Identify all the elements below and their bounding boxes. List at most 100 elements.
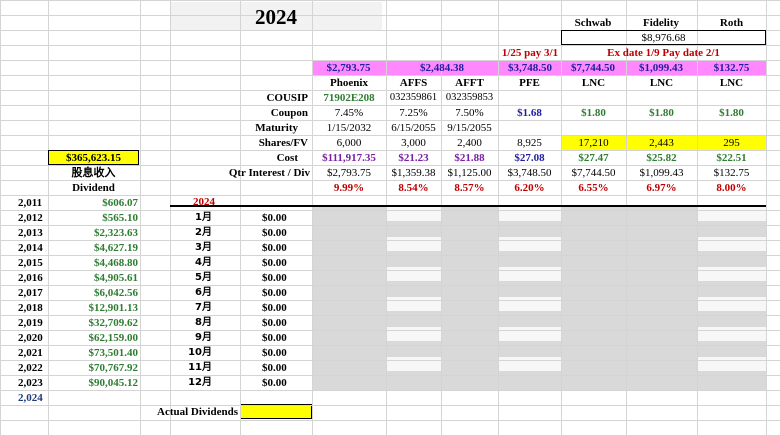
security-cousip [697,91,766,105]
label-qtr: Qtr Interest / Div [228,167,310,179]
history-amount: $6,042.56 [94,287,138,299]
month-label: 1月 [195,212,212,223]
pink-lnc-1: $7,744.50 [571,62,615,74]
account-schwab: Schwab [574,17,612,29]
monthly-gray-area [312,206,766,390]
actual-dividends-yellow-cell[interactable] [240,404,312,419]
security-shares: 3,000 [401,137,426,149]
account-total-box [561,30,766,45]
month-label: 10月 [188,347,212,358]
security-cost: $27.08 [514,152,545,164]
history-year: 2,020 [18,332,43,344]
history-year: 2,012 [18,212,43,224]
history-year: 2,023 [18,377,43,389]
security-cost: $21.23 [398,152,429,164]
history-amount: $565.10 [102,212,138,224]
label-cousip: COUSIP [266,92,308,104]
history-year: 2,018 [18,302,43,314]
history-year: 2,016 [18,272,43,284]
security-maturity: 1/15/2032 [326,122,372,134]
security-shares: 6,000 [336,137,362,149]
security-cousip: 71902E208 [323,92,375,104]
security-name: LNC [719,77,744,89]
label-cost: Cost [276,152,298,164]
month-amount: $0.00 [262,272,287,284]
year-title: 2024 [255,5,297,29]
month-label: 12月 [188,377,212,388]
month-label: 3月 [195,242,212,253]
security-name: Phoenix [330,77,368,89]
history-year: 2,015 [18,257,43,269]
security-name: AFFT [455,77,484,89]
security-cost: $27.47 [578,152,609,164]
account-fidelity: Fidelity [642,17,680,29]
history-amount: $12,901.13 [88,302,139,314]
pay-note-1: 1/25 pay 3/1 [501,47,559,59]
security-qtr: $1,125.00 [447,167,492,179]
security-shares: 295 [723,137,740,149]
month-label: 9月 [195,332,212,343]
security-yield: 9.99% [333,182,365,194]
month-amount: $0.00 [262,332,287,344]
history-year: 2,013 [18,227,43,239]
month-label: 4月 [195,257,212,268]
dividend-total-box [48,150,139,165]
history-amount: $73,501.40 [88,347,139,359]
dividend-total: $365,623.15 [66,152,121,164]
month-amount: $0.00 [262,257,287,269]
month-amount: $0.00 [262,317,287,329]
security-maturity: 6/15/2055 [391,122,436,134]
month-amount: $0.00 [262,227,287,239]
security-qtr: $2,793.75 [327,167,371,179]
security-qtr: $7,744.50 [571,167,616,179]
month-table-year: 2024 [193,196,215,208]
security-maturity [561,121,626,135]
security-yield: 6.20% [514,182,545,194]
security-cost: $22.51 [716,152,747,164]
title-band [170,2,382,30]
security-coupon: 7.25% [399,107,428,119]
history-year: 2,022 [18,362,43,374]
security-qtr: $1,099.43 [639,167,684,179]
security-cost: $111,917.35 [322,152,376,164]
yellow-shares-fill [561,135,766,150]
dividend-label: Dividend [72,182,115,194]
security-cousip [626,91,697,105]
pay-note-2: Ex date 1/9 Pay date 2/1 [607,47,720,59]
month-label: 2月 [195,227,212,238]
pink-lnc-2: $1,099.43 [639,62,683,74]
history-amount: $70,767.92 [88,362,139,374]
security-yield: 6.97% [646,182,677,194]
history-amount: $32,709.62 [88,317,139,329]
pink-band [312,60,766,75]
pink-phoenix: $2,793.75 [326,62,371,74]
history-year: 2,024 [18,392,43,404]
security-coupon: $1.80 [719,107,744,119]
security-cousip [498,91,561,105]
month-label: 7月 [195,302,212,313]
security-cousip: 032359861 [389,92,438,103]
label-coupon: Coupon [270,107,308,119]
label-maturity: Maturity [255,122,298,134]
security-maturity: 9/15/2055 [447,122,492,134]
month-amount: $0.00 [262,377,287,389]
security-maturity [498,121,561,135]
month-amount: $0.00 [262,302,287,314]
security-shares: 2,400 [457,137,482,149]
security-name: LNC [581,77,606,89]
security-name: LNC [649,77,674,89]
security-shares: 17,210 [578,137,609,149]
security-shares: 8,925 [517,137,542,149]
security-maturity [626,121,697,135]
security-name: AFFS [399,77,428,89]
account-total: $8,976.68 [641,32,686,44]
history-year: 2,014 [18,242,43,254]
security-yield: 6.55% [578,182,609,194]
security-maturity [697,121,766,135]
security-coupon: $1.80 [581,107,606,119]
history-amount: $90,045.12 [88,377,139,389]
month-label: 11月 [188,362,212,373]
month-amount: $0.00 [262,362,287,374]
security-yield: 8.54% [398,182,429,194]
security-yield: 8.00% [716,182,747,194]
